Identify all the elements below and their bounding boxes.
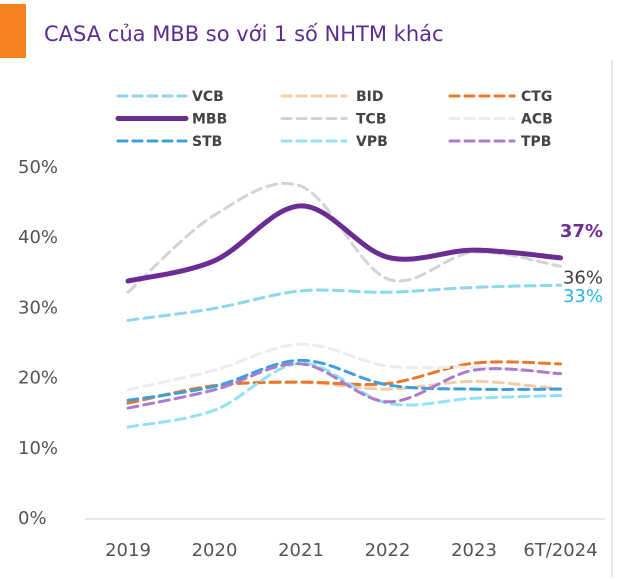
end-label: 33% [563, 286, 603, 307]
legend-label: VPB [356, 134, 388, 150]
y-tick-label: 0% [18, 508, 47, 529]
header-accent [0, 4, 26, 58]
series-line [126, 358, 562, 402]
x-tick-label: 2020 [192, 540, 238, 561]
series-line [126, 361, 562, 429]
legend-label: VCB [192, 89, 224, 105]
x-tick-label: 2022 [365, 540, 411, 561]
legend-label: STB [192, 134, 222, 150]
legend-label: MBB [192, 112, 227, 128]
legend-label: ACB [521, 112, 553, 128]
legend-label: TPB [521, 134, 551, 150]
series-line [126, 283, 562, 322]
series-line [126, 362, 562, 410]
y-tick-label: 30% [18, 297, 58, 318]
y-tick-label: 10% [18, 438, 58, 459]
chart-title: CASA của MBB so với 1 số NHTM khác [44, 22, 444, 46]
legend-label: CTG [521, 89, 552, 105]
y-tick-label: 20% [18, 368, 58, 389]
x-tick-label: 2023 [451, 540, 497, 561]
end-label: 37% [560, 221, 603, 242]
x-tick-label: 2021 [278, 540, 324, 561]
series-line [126, 342, 562, 392]
legend-label: TCB [356, 112, 387, 128]
x-tick-label: 2019 [105, 540, 151, 561]
x-tick-label: 6T/2024 [523, 540, 597, 561]
legend-label: BID [356, 89, 384, 105]
series-line [125, 203, 563, 284]
y-tick-label: 50% [18, 157, 58, 178]
end-label: 36% [563, 267, 603, 288]
y-tick-label: 40% [18, 227, 58, 248]
